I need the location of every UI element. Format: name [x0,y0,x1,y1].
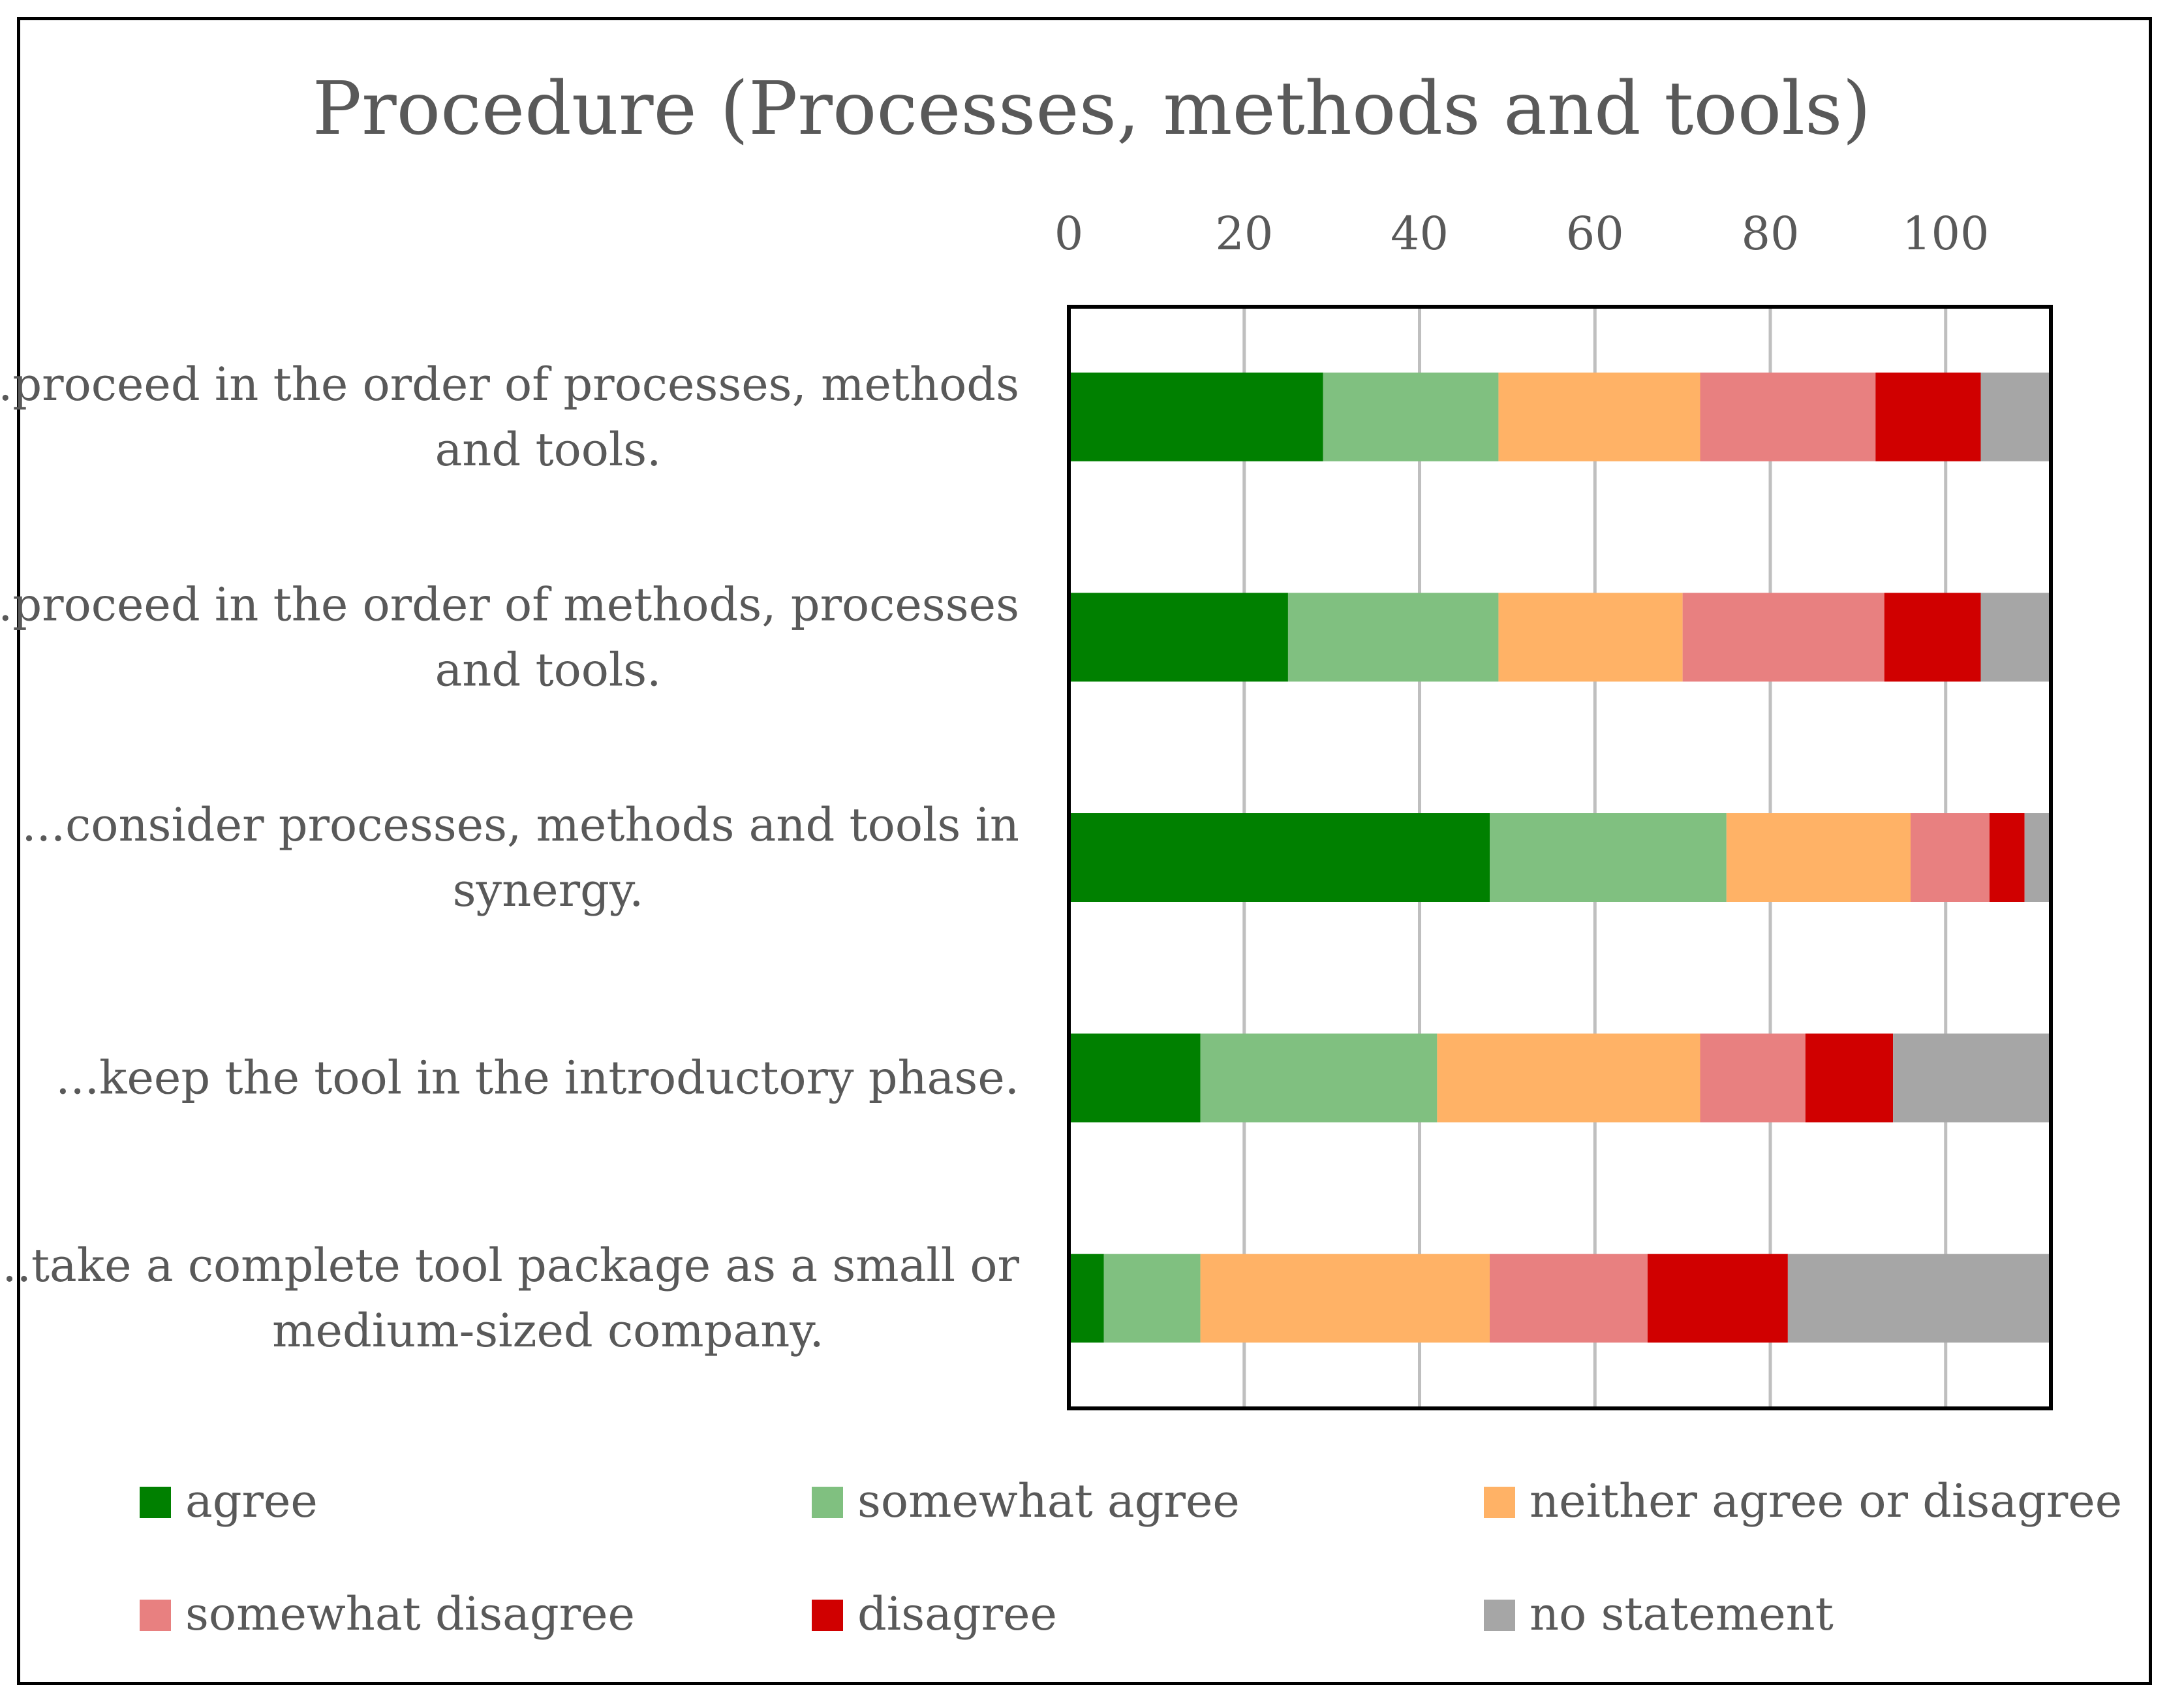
bar-3-disagree [1989,813,2025,902]
legend-swatch-somewhat-agree [812,1487,843,1518]
plot-area-border [1067,305,2053,1410]
legend-swatch-agree [140,1487,171,1518]
bar-4-somewhat-disagree [1700,1033,1806,1123]
x-tick-label-40: 40 [1391,207,1449,260]
category-label-3-line-2: synergy. [453,863,644,917]
legend-label-somewhat-agree: somewhat agree [857,1474,1240,1528]
bar-1-agree [1069,372,1323,461]
legend-swatch-somewhat-disagree [140,1600,171,1631]
category-label-3-line-1: ...consider processes, methods and tools… [22,798,1019,852]
category-label-1-line-2: and tools. [435,423,662,476]
legend-label-somewhat-disagree: somewhat disagree [185,1587,635,1641]
x-tick-label-60: 60 [1566,207,1624,260]
chart-title: Procedure (Processes, methods and tools) [313,67,1871,151]
bar-1-disagree [1875,372,1981,461]
category-labels: ...proceed in the order of processes, me… [0,358,1020,1357]
bar-5-disagree [1647,1254,1788,1343]
bar-4-neither-agree-or-disagree [1437,1033,1700,1123]
bar-5-agree [1069,1254,1104,1343]
bar-2-neither-agree-or-disagree [1498,593,1683,682]
category-label-2-line-1: ...proceed in the order of methods, proc… [0,578,1019,631]
x-tick-label-80: 80 [1741,207,1799,260]
x-tick-label-100: 100 [1902,207,1990,260]
bar-3-somewhat-disagree [1911,813,1990,902]
category-label-2-line-2: and tools. [435,643,662,696]
legend-swatch-no-statement [1484,1600,1515,1631]
bar-3-neither-agree-or-disagree [1726,813,1911,902]
x-axis-ticks: 0 20 40 60 80 100 [1054,207,1990,260]
bar-1-neither-agree-or-disagree [1498,372,1700,461]
bar-2-somewhat-agree [1287,593,1499,682]
legend: agree somewhat agree neither agree or disa… [140,1474,2122,1641]
legend-swatch-disagree [812,1600,843,1631]
legend-label-neither-agree-or-disagree: neither agree or disagree [1530,1474,2122,1528]
bar-1-somewhat-disagree [1700,372,1876,461]
x-tick-label-20: 20 [1215,207,1273,260]
bar-2-somewhat-disagree [1682,593,1884,682]
bar-5-somewhat-disagree [1490,1254,1648,1343]
bar-4-somewhat-agree [1200,1033,1438,1123]
bar-5-neither-agree-or-disagree [1200,1254,1490,1343]
bar-4-agree [1069,1033,1201,1123]
category-label-5-line-2: medium-sized company. [272,1304,824,1357]
bar-3-somewhat-agree [1490,813,1727,902]
bar-3-no-statement [2024,813,2051,902]
legend-label-agree: agree [185,1474,318,1528]
bar-5-no-statement [1787,1254,2051,1343]
legend-label-no-statement: no statement [1530,1587,1834,1641]
category-label-1-line-1: ...proceed in the order of processes, me… [0,358,1019,411]
category-label-5-line-1: ...take a complete tool package as a sma… [0,1239,1020,1292]
legend-label-disagree: disagree [857,1587,1057,1641]
bar-2-disagree [1884,593,1981,682]
bar-1-somewhat-agree [1323,372,1499,461]
bar-5-somewhat-agree [1103,1254,1201,1343]
bar-2-no-statement [1980,593,2051,682]
category-label-4-line-1: ...keep the tool in the introductory pha… [55,1051,1019,1105]
bars [1069,372,2051,1343]
bar-1-no-statement [1980,372,2051,461]
bar-3-agree [1069,813,1490,902]
bar-4-no-statement [1893,1033,2051,1123]
x-tick-label-0: 0 [1054,207,1084,260]
bar-2-agree [1069,593,1288,682]
legend-swatch-neither-agree-or-disagree [1484,1487,1515,1518]
bar-4-disagree [1805,1033,1894,1123]
